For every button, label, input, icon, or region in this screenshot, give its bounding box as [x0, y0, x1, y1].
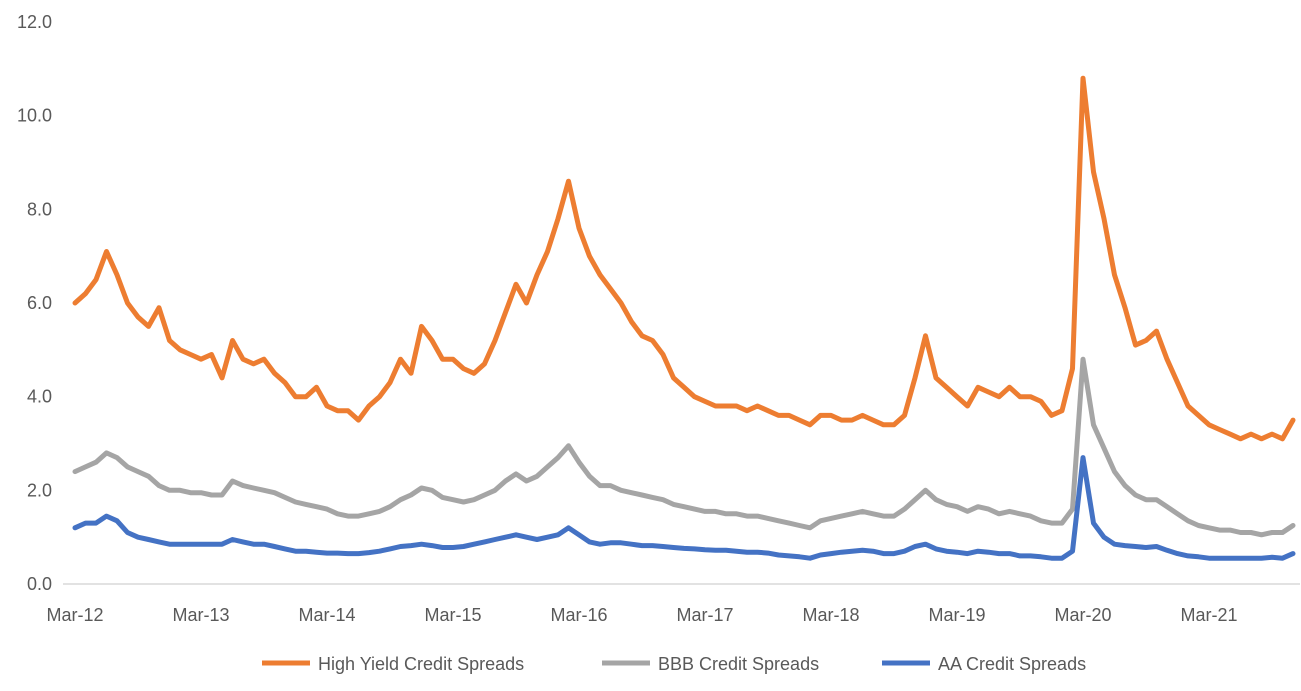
y-tick-label: 12.0 [17, 12, 52, 32]
y-tick-label: 10.0 [17, 106, 52, 126]
x-tick-label: Mar-20 [1054, 605, 1111, 625]
y-tick-label: 8.0 [27, 199, 52, 219]
x-tick-label: Mar-13 [172, 605, 229, 625]
x-tick-label: Mar-15 [424, 605, 481, 625]
x-tick-label: Mar-16 [550, 605, 607, 625]
x-tick-label: Mar-19 [928, 605, 985, 625]
series-line-aa [72, 455, 1296, 561]
x-axis-tick-labels: Mar-12 Mar-13 Mar-14 Mar-15 Mar-16 Mar-17 Mar-… [46, 605, 1237, 625]
legend-label-high-yield: High Yield Credit Spreads [318, 654, 524, 674]
legend: High Yield Credit Spreads BBB Credit Spre… [262, 654, 1086, 674]
legend-label-bbb: BBB Credit Spreads [658, 654, 819, 674]
y-tick-label: 6.0 [27, 293, 52, 313]
x-tick-label: Mar-17 [676, 605, 733, 625]
x-tick-label: Mar-12 [46, 605, 103, 625]
series-line-bbb [72, 356, 1296, 538]
series-lines [72, 75, 1296, 561]
x-tick-label: Mar-18 [802, 605, 859, 625]
y-tick-label: 4.0 [27, 387, 52, 407]
x-tick-label: Mar-14 [298, 605, 355, 625]
series-line-high-yield [72, 75, 1296, 442]
y-tick-label: 2.0 [27, 480, 52, 500]
y-tick-label: 0.0 [27, 574, 52, 594]
y-axis-tick-labels: 0.0 2.0 4.0 6.0 8.0 10.0 12.0 [17, 12, 52, 594]
legend-label-aa: AA Credit Spreads [938, 654, 1086, 674]
x-tick-label: Mar-21 [1180, 605, 1237, 625]
